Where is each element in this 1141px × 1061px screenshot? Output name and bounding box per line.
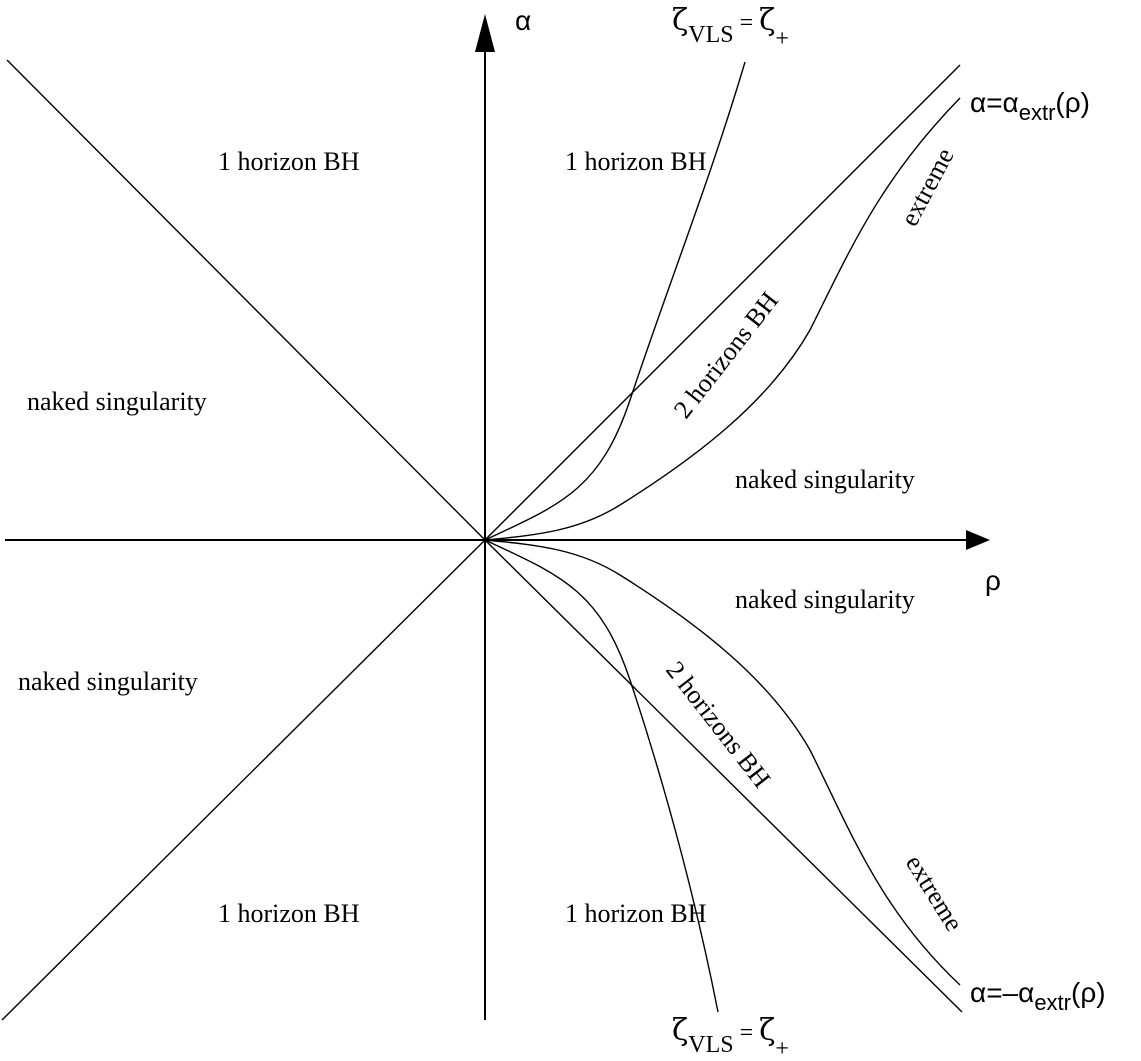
lower-vls-curve bbox=[484, 539, 719, 1013]
lower-extr-label: α=–αextr(ρ) bbox=[970, 977, 1106, 1015]
region-upper-extreme: extreme bbox=[895, 143, 960, 231]
region-upper-two-horizons: 2 horizons BH bbox=[668, 286, 784, 424]
region-lower-two-horizons: 2 horizons BH bbox=[660, 656, 776, 794]
lower-extreme-curve bbox=[484, 539, 961, 986]
lower-vls-label: ζVLS = ζ+ bbox=[672, 1013, 789, 1061]
upper-extreme-curve bbox=[484, 97, 961, 541]
vertical-axis-arrowhead bbox=[475, 14, 495, 52]
region-lower-extreme: extreme bbox=[900, 850, 969, 936]
region-upper-left-bh: 1 horizon BH bbox=[218, 147, 360, 176]
upper-extr-label: α=αextr(ρ) bbox=[970, 87, 1090, 125]
diagonal-right-up bbox=[484, 64, 961, 541]
region-left-lower-naked: naked singularity bbox=[18, 667, 198, 696]
diagonal-left-down bbox=[1, 539, 486, 1021]
upper-vls-curve bbox=[484, 61, 746, 541]
region-right-lower-naked: naked singularity bbox=[735, 585, 915, 614]
region-right-upper-naked: naked singularity bbox=[735, 465, 915, 494]
diagonal-left-up bbox=[6, 59, 486, 541]
region-lower-right-bh: 1 horizon BH bbox=[565, 899, 707, 928]
horizontal-axis-arrowhead bbox=[966, 530, 990, 550]
alpha-axis-label: α bbox=[515, 5, 531, 36]
region-upper-right-bh: 1 horizon BH bbox=[565, 147, 707, 176]
region-lower-left-bh: 1 horizon BH bbox=[218, 899, 360, 928]
upper-vls-label: ζVLS = ζ+ bbox=[672, 3, 789, 52]
rho-axis-label: ρ bbox=[985, 565, 1001, 596]
diagonal-right-down bbox=[484, 539, 963, 1013]
region-left-upper-naked: naked singularity bbox=[27, 387, 207, 416]
